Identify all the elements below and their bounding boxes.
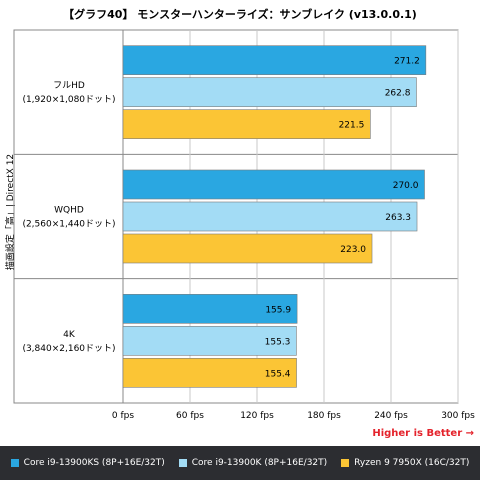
legend-swatch [10,459,19,467]
category-sublabel: (1,920×1,080ドット) [22,95,115,105]
bar-value-label: 271.2 [394,57,420,67]
bar [122,201,418,232]
chart-plot: 0 fps 60 fps 120 fps 180 fps 240 fps 300 fps フ… [13,29,475,421]
bar-value-label: 262.8 [385,89,411,99]
category-sublabel: (2,560×1,440ドット) [22,220,115,230]
legend-label: Ryzen 9 7950X (16C/32T) [354,458,470,468]
bar [122,233,373,264]
bar [122,169,425,200]
legend-label: Core i9-13900K (8P+16E/32T) [191,458,328,468]
legend-item: Core i9-13900K (8P+16E/32T) [178,458,328,468]
chart-title: 【グラフ40】 モンスターハンターライズ：サンブレイク (v13.0.0.1) [63,8,417,21]
bar-value-label: 155.3 [265,337,291,347]
higher-is-better-note: Higher is Better → [372,428,474,439]
bar-value-label: 155.4 [265,369,291,379]
bar [122,109,371,139]
x-tick-label: 180 fps [307,411,341,421]
bar-value-label: 263.3 [385,213,411,223]
x-tick-label: 300 fps [441,411,475,421]
bar [122,77,417,107]
x-tick-label: 0 fps [112,411,134,421]
legend-item: Core i9-13900KS (8P+16E/32T) [10,458,165,468]
x-tick-label: 60 fps [176,411,204,421]
bar [122,326,297,356]
bar [122,294,298,324]
x-tick-label: 240 fps [374,411,408,421]
bar-value-label: 223.0 [340,245,366,255]
legend-swatch [341,459,350,467]
bar [122,358,297,388]
legend-label: Core i9-13900KS (8P+16E/32T) [23,458,165,468]
category-label: WQHD [54,206,84,216]
category-label: フルHD [53,81,85,91]
x-tick-label: 120 fps [240,411,274,421]
legend: Core i9-13900KS (8P+16E/32T) Core i9-1390… [0,446,480,480]
bar [122,45,427,75]
bar-value-label: 155.9 [265,305,291,315]
legend-item: Ryzen 9 7950X (16C/32T) [341,458,469,468]
bar-value-label: 270.0 [393,181,419,191]
category-label: 4K [63,330,76,340]
category-sublabel: (3,840×2,160ドット) [22,344,115,354]
bar-value-label: 221.5 [339,121,365,131]
legend-swatch [178,459,187,467]
